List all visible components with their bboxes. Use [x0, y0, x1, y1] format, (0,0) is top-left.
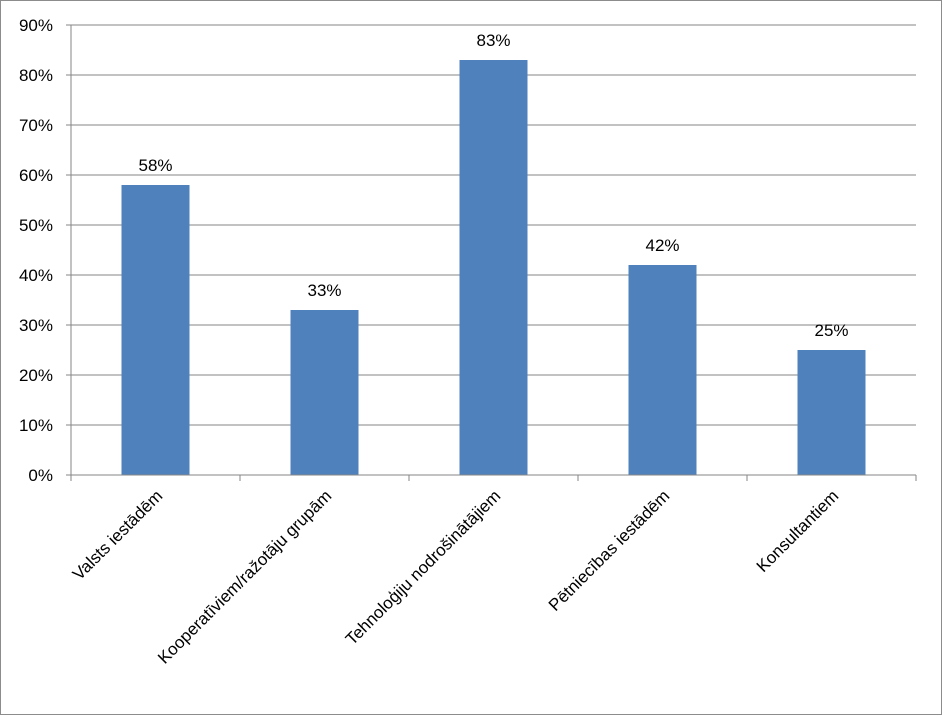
bar-2 [290, 310, 359, 475]
data-label: 58% [138, 156, 172, 175]
axes [66, 24, 917, 481]
bar-4 [628, 265, 697, 475]
y-tick-label: 0% [28, 466, 53, 485]
y-tick-label: 80% [19, 66, 53, 85]
y-tick-label: 90% [19, 16, 53, 35]
data-label: 33% [307, 281, 341, 300]
y-tick-label: 70% [19, 116, 53, 135]
y-tick-label: 20% [19, 366, 53, 385]
category-label: Valsts iestādēm [69, 486, 166, 583]
category-label: Pētniecības iestādēm [545, 486, 673, 614]
y-tick-label: 40% [19, 266, 53, 285]
category-label: Tehnoloģiju nodrošinātājiem [342, 486, 504, 648]
bars [121, 60, 866, 475]
category-label: Konsultantiem [753, 486, 843, 576]
bar-1 [121, 185, 190, 475]
y-tick-label: 60% [19, 166, 53, 185]
y-tick-label: 10% [19, 416, 53, 435]
data-label: 25% [814, 321, 848, 340]
bar-5 [797, 350, 866, 475]
data-label: 42% [645, 236, 679, 255]
data-label: 83% [476, 31, 510, 50]
category-label: Kooperatīviem/ražotāju grupām [154, 486, 335, 667]
bar-3 [459, 60, 528, 475]
y-tick-label: 50% [19, 216, 53, 235]
y-tick-label: 30% [19, 316, 53, 335]
